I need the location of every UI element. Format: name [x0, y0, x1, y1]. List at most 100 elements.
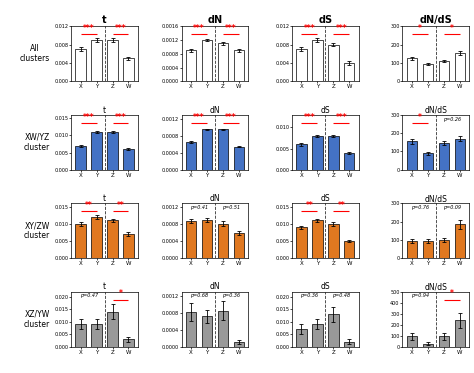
Bar	[186, 142, 196, 170]
Bar	[312, 136, 323, 170]
Bar	[455, 53, 465, 81]
Text: p=0.26: p=0.26	[443, 116, 461, 122]
Bar	[438, 336, 449, 347]
Title: dN: dN	[210, 282, 220, 292]
Bar	[296, 227, 307, 258]
Text: ***: ***	[304, 24, 315, 33]
Bar	[423, 241, 433, 258]
Text: p=0.76: p=0.76	[411, 205, 429, 210]
Text: p=0.68: p=0.68	[190, 294, 208, 298]
Bar	[202, 220, 212, 258]
Title: t: t	[103, 282, 106, 292]
Bar	[107, 312, 118, 347]
Bar	[296, 49, 307, 81]
Bar	[328, 314, 338, 347]
Bar	[218, 223, 228, 258]
Bar	[328, 44, 338, 81]
Bar	[344, 342, 355, 347]
Text: ***: ***	[336, 113, 347, 122]
Bar	[123, 58, 134, 81]
Title: t: t	[103, 194, 106, 203]
Title: t: t	[103, 106, 106, 115]
Title: dN/dS: dN/dS	[424, 282, 447, 292]
Text: ***: ***	[225, 113, 237, 122]
Bar	[296, 144, 307, 170]
Bar	[423, 153, 433, 170]
Title: dN: dN	[210, 106, 220, 115]
Bar	[312, 324, 323, 347]
Bar	[423, 344, 433, 347]
Bar	[312, 220, 323, 258]
Text: **: **	[85, 201, 92, 210]
Y-axis label: All
clusters: All clusters	[20, 44, 50, 63]
Bar	[328, 136, 338, 170]
Text: *: *	[450, 24, 454, 33]
Bar	[75, 324, 86, 347]
Bar	[186, 312, 196, 347]
Bar	[75, 49, 86, 81]
Title: dN/dS: dN/dS	[424, 106, 447, 115]
Title: dS: dS	[320, 282, 330, 292]
Text: *: *	[418, 24, 422, 33]
Bar	[344, 153, 355, 170]
Text: *: *	[418, 113, 422, 122]
Text: p=0.48: p=0.48	[332, 294, 350, 298]
Bar	[328, 224, 338, 258]
Bar	[218, 129, 228, 170]
Bar	[234, 233, 244, 258]
Bar	[234, 342, 244, 347]
Bar	[218, 311, 228, 347]
Bar	[438, 61, 449, 81]
Bar	[123, 339, 134, 347]
Bar	[407, 336, 417, 347]
Text: ***: ***	[336, 24, 347, 33]
Text: ***: ***	[83, 24, 94, 33]
Bar	[296, 329, 307, 347]
Text: ***: ***	[304, 113, 315, 122]
Bar	[107, 40, 118, 81]
Bar	[91, 324, 102, 347]
Bar	[202, 40, 212, 81]
Text: ***: ***	[115, 113, 126, 122]
Text: p=0.47: p=0.47	[80, 294, 98, 298]
Bar	[202, 316, 212, 347]
Y-axis label: XW/YZ
cluster: XW/YZ cluster	[24, 132, 50, 152]
Title: dS: dS	[320, 106, 330, 115]
Text: p=0.51: p=0.51	[222, 205, 240, 210]
Bar	[186, 50, 196, 81]
Bar	[455, 224, 465, 258]
Title: dN/dS: dN/dS	[424, 194, 447, 203]
Text: ***: ***	[193, 113, 205, 122]
Bar	[234, 50, 244, 81]
Bar	[407, 141, 417, 170]
Bar	[407, 241, 417, 258]
Text: ***: ***	[225, 24, 237, 33]
Title: t: t	[102, 15, 107, 25]
Bar	[107, 220, 118, 258]
Title: dN/dS: dN/dS	[419, 15, 452, 25]
Bar	[202, 129, 212, 170]
Text: p=0.94: p=0.94	[411, 294, 429, 298]
Text: *: *	[118, 289, 122, 298]
Bar	[91, 40, 102, 81]
Bar	[107, 132, 118, 170]
Bar	[438, 240, 449, 258]
Text: p=0.36: p=0.36	[301, 294, 319, 298]
Text: p=0.09: p=0.09	[443, 205, 461, 210]
Text: p=0.41: p=0.41	[190, 205, 208, 210]
Y-axis label: XZ/YW
cluster: XZ/YW cluster	[24, 310, 50, 329]
Bar	[75, 146, 86, 170]
Text: ***: ***	[115, 24, 126, 33]
Bar	[423, 64, 433, 81]
Text: **: **	[337, 201, 345, 210]
Bar	[455, 320, 465, 347]
Text: *: *	[450, 289, 454, 298]
Bar	[123, 149, 134, 170]
Bar	[344, 63, 355, 81]
Bar	[186, 221, 196, 258]
Title: dS: dS	[319, 15, 332, 25]
Text: p=0.36: p=0.36	[222, 294, 240, 298]
Bar	[455, 138, 465, 170]
Bar	[218, 43, 228, 81]
Bar	[344, 241, 355, 258]
